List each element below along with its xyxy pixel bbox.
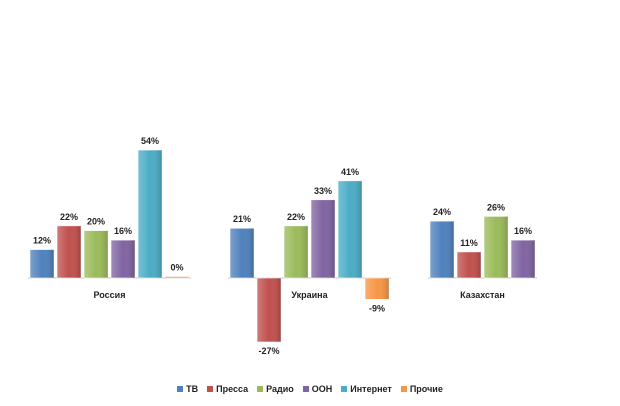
bar-2-1: [456, 251, 482, 279]
legend-label-0: ТВ: [186, 384, 199, 394]
legend-swatch-4: [341, 386, 348, 392]
legend-label-4: Интернет: [350, 384, 392, 394]
data-label-1-1: -27%: [258, 346, 279, 356]
bar-0-3: [110, 239, 136, 279]
bar-1-5: [364, 277, 390, 300]
data-label-2-0: 24%: [433, 207, 451, 217]
data-label-1-2: 22%: [287, 212, 305, 222]
bar-0-2: [83, 230, 109, 279]
bar-0-0: [29, 249, 55, 279]
legend-item-1: Пресса: [207, 384, 248, 394]
bar-1-2: [283, 225, 309, 279]
data-label-0-0: 12%: [33, 236, 51, 246]
category-label-2: Казахстан: [460, 290, 505, 300]
data-labels: 12% 22% 20% 16% 54% 0% 21% -27% 22% 33% 41% -9% 24% 1…: [33, 136, 532, 356]
bar-1-3: [310, 199, 336, 279]
legend-label-5: Прочие: [409, 384, 443, 394]
bar-0-4: [137, 149, 163, 279]
bar-0-5: [164, 276, 190, 279]
legend: ТВ Пресса Радио ООН Интернет Прочие: [0, 384, 620, 394]
data-label-1-0: 21%: [233, 214, 251, 224]
data-label-2-2: 26%: [487, 202, 505, 212]
legend-item-5: Прочие: [400, 384, 443, 394]
data-label-0-5: 0%: [170, 263, 183, 273]
data-label-0-3: 16%: [114, 226, 132, 236]
legend-item-2: Радио: [257, 384, 294, 394]
data-label-2-1: 11%: [460, 238, 478, 248]
legend-label-1: Пресса: [216, 384, 249, 394]
legend-swatch-2: [257, 386, 264, 392]
data-label-1-4: 41%: [341, 167, 359, 177]
legend-item-0: ТВ: [177, 384, 198, 394]
bar-2-3: [510, 239, 536, 279]
bar-1-0: [229, 227, 255, 279]
legend-item-3: ООН: [302, 384, 333, 394]
data-label-1-5: -9%: [369, 303, 385, 313]
legend-swatch-0: [177, 386, 184, 392]
category-label-1: Украина: [291, 290, 328, 300]
data-label-0-4: 54%: [141, 136, 159, 146]
category-labels: Россия Украина Казахстан: [94, 290, 505, 300]
data-label-0-1: 22%: [60, 212, 78, 222]
legend-swatch-3: [302, 386, 309, 392]
bar-2-2: [483, 216, 509, 279]
data-label-0-2: 20%: [87, 217, 105, 227]
bar-2-0: [429, 220, 455, 279]
legend-swatch-5: [400, 386, 407, 392]
data-label-2-3: 16%: [514, 226, 532, 236]
bar-0-1: [56, 225, 82, 279]
bar-1-4: [337, 180, 363, 279]
legend-label-2: Радио: [266, 384, 294, 394]
legend-item-4: Интернет: [341, 384, 392, 394]
bars: [29, 149, 536, 343]
legend-label-3: ООН: [311, 384, 333, 394]
legend-swatch-1: [207, 386, 214, 392]
category-label-0: Россия: [94, 290, 126, 300]
data-label-1-3: 33%: [314, 186, 332, 196]
bar-1-1: [256, 277, 282, 343]
